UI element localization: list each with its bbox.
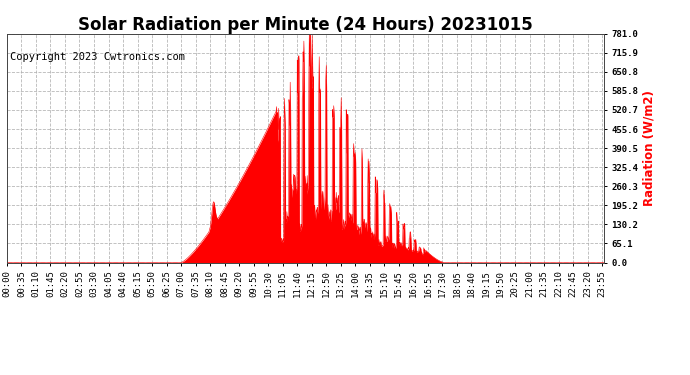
- Title: Solar Radiation per Minute (24 Hours) 20231015: Solar Radiation per Minute (24 Hours) 20…: [78, 16, 533, 34]
- Y-axis label: Radiation (W/m2): Radiation (W/m2): [642, 90, 655, 206]
- Text: Copyright 2023 Cwtronics.com: Copyright 2023 Cwtronics.com: [10, 52, 185, 62]
